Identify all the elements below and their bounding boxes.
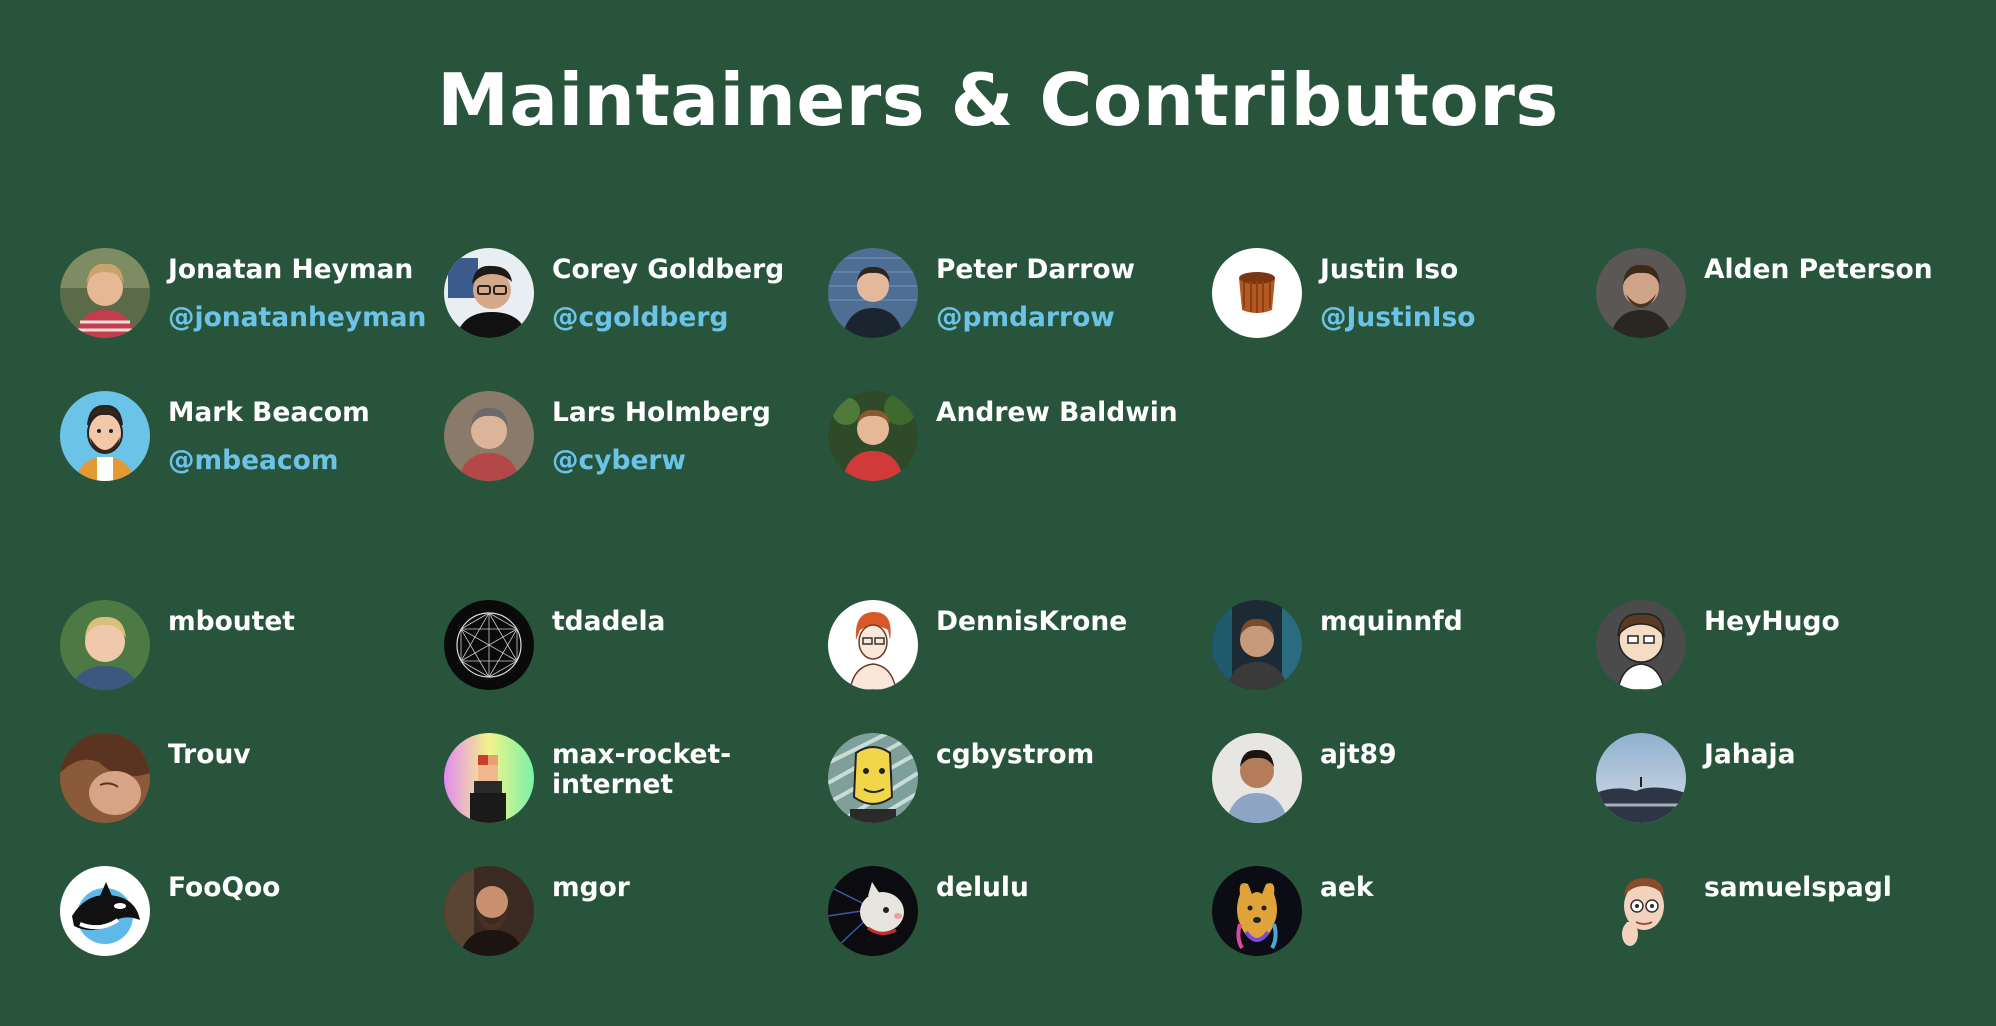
contributor-card: delulu (828, 866, 1212, 999)
contributor-name: DennisKrone (936, 606, 1128, 637)
contributor-name: samuelspagl (1704, 872, 1892, 903)
contributor-card: ajt89 (1212, 733, 1596, 866)
contributor-name: Jahaja (1704, 739, 1796, 770)
contributor-name: cgbystrom (936, 739, 1095, 770)
contributor-name: max-rocket-internet (552, 739, 732, 800)
maintainer-card: Jonatan Heyman @jonatanheyman (60, 248, 444, 391)
contributor-name: HeyHugo (1704, 606, 1840, 637)
maintainer-name: Peter Darrow (936, 254, 1136, 285)
contributor-name: mgor (552, 872, 630, 903)
avatar[interactable] (828, 600, 918, 690)
maintainer-name: Andrew Baldwin (936, 397, 1178, 428)
contributor-name: mboutet (168, 606, 295, 637)
avatar[interactable] (60, 866, 150, 956)
maintainer-handle-link[interactable]: @mbeacom (168, 445, 339, 476)
contributor-card: Jahaja (1596, 733, 1980, 866)
contributor-card: mboutet (60, 600, 444, 733)
contributor-name: mquinnfd (1320, 606, 1463, 637)
contributor-card: Trouv (60, 733, 444, 866)
avatar[interactable] (1596, 248, 1686, 338)
avatar[interactable] (1596, 600, 1686, 690)
avatar[interactable] (444, 248, 534, 338)
contributor-name: Trouv (168, 739, 251, 770)
contributor-card: cgbystrom (828, 733, 1212, 866)
contributor-card: mquinnfd (1212, 600, 1596, 733)
maintainer-card: Lars Holmberg @cyberw (444, 391, 828, 534)
maintainer-handle-link[interactable]: @jonatanheyman (168, 302, 427, 333)
avatar[interactable] (828, 733, 918, 823)
maintainer-name: Mark Beacom (168, 397, 370, 428)
contributor-name: ajt89 (1320, 739, 1397, 770)
avatar[interactable] (444, 600, 534, 690)
maintainer-card: Justin Iso @JustinIso (1212, 248, 1596, 391)
avatar[interactable] (444, 733, 534, 823)
avatar[interactable] (1212, 248, 1302, 338)
contributor-card: mgor (444, 866, 828, 999)
maintainer-handle-link[interactable]: @JustinIso (1320, 302, 1476, 333)
contributor-card: aek (1212, 866, 1596, 999)
avatar[interactable] (1596, 733, 1686, 823)
avatar[interactable] (60, 248, 150, 338)
contributor-name: delulu (936, 872, 1029, 903)
avatar[interactable] (1596, 866, 1686, 956)
maintainer-card: Peter Darrow @pmdarrow (828, 248, 1212, 391)
avatar[interactable] (60, 600, 150, 690)
avatar[interactable] (828, 866, 918, 956)
contributor-card: HeyHugo (1596, 600, 1980, 733)
avatar[interactable] (444, 391, 534, 481)
maintainer-card: Mark Beacom @mbeacom (60, 391, 444, 534)
maintainer-name: Jonatan Heyman (168, 254, 414, 285)
maintainer-card: Corey Goldberg @cgoldberg (444, 248, 828, 391)
maintainer-handle-link[interactable]: @cgoldberg (552, 302, 729, 333)
avatar[interactable] (828, 248, 918, 338)
avatar[interactable] (1212, 733, 1302, 823)
maintainer-card: Alden Peterson (1596, 248, 1980, 391)
maintainers-grid: Jonatan Heyman @jonatanheyman Corey Gold… (60, 248, 1980, 534)
avatar[interactable] (60, 391, 150, 481)
maintainer-name: Corey Goldberg (552, 254, 785, 285)
contributor-card: samuelspagl (1596, 866, 1980, 999)
avatar[interactable] (444, 866, 534, 956)
contributors-grid: mboutet tdadela DennisKrone mquinnfd Hey… (60, 600, 1980, 999)
avatar[interactable] (1212, 866, 1302, 956)
avatar[interactable] (828, 391, 918, 481)
page-title: Maintainers & Contributors (437, 58, 1559, 142)
contributor-card: max-rocket-internet (444, 733, 828, 866)
maintainer-card: Andrew Baldwin (828, 391, 1212, 534)
maintainer-name: Lars Holmberg (552, 397, 771, 428)
maintainer-name: Justin Iso (1320, 254, 1459, 285)
avatar[interactable] (1212, 600, 1302, 690)
avatar[interactable] (60, 733, 150, 823)
contributor-card: tdadela (444, 600, 828, 733)
contributor-card: FooQoo (60, 866, 444, 999)
maintainer-handle-link[interactable]: @pmdarrow (936, 302, 1115, 333)
contributor-name: tdadela (552, 606, 666, 637)
contributor-name: FooQoo (168, 872, 281, 903)
maintainer-handle-link[interactable]: @cyberw (552, 445, 686, 476)
contributor-name: aek (1320, 872, 1374, 903)
contributor-card: DennisKrone (828, 600, 1212, 733)
maintainer-name: Alden Peterson (1704, 254, 1933, 285)
